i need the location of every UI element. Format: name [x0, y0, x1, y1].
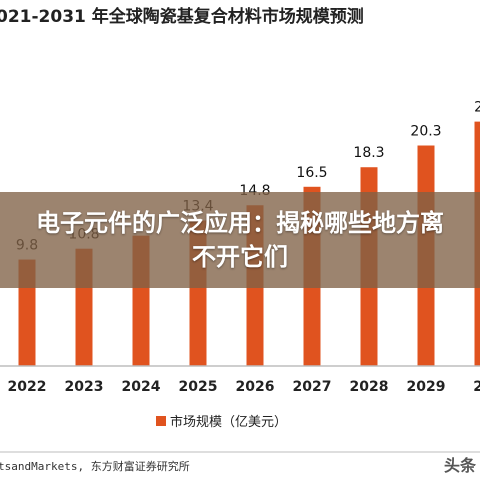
- chart-title: 021-2031 年全球陶瓷基复合材料市场规模预测: [0, 6, 364, 27]
- x-tick-labels: 2022 2023 2024 2025 2026 2027 2028 2029 20: [8, 379, 480, 395]
- x-tick-2027: 2027: [293, 379, 332, 395]
- legend-label: 市场规模（亿美元）: [170, 414, 287, 430]
- x-tick-2024: 2024: [122, 379, 161, 395]
- legend: 市场规模（亿美元）: [156, 414, 287, 430]
- x-tick-2028: 2028: [350, 379, 389, 395]
- watermark-logo: 头条: [443, 456, 476, 475]
- x-tick-2023: 2023: [65, 379, 104, 395]
- x-tick-2029: 2029: [407, 379, 446, 395]
- x-tick-2025: 2025: [179, 379, 218, 395]
- x-tick-20: 20: [473, 379, 480, 395]
- x-tick-2026: 2026: [236, 379, 275, 395]
- legend-swatch: [156, 416, 166, 426]
- headline-text: 电子元件的广泛应用：揭秘哪些地方离不开它们: [36, 209, 444, 271]
- value-label-2028: 18.3: [353, 145, 384, 161]
- x-tick-2022: 2022: [8, 379, 47, 395]
- value-label-2029: 20.3: [410, 124, 441, 140]
- headline-banner: 电子元件的广泛应用：揭秘哪些地方离不开它们: [0, 192, 480, 288]
- source-note: tsandMarkets, 东方财富证券研究所: [0, 459, 190, 473]
- value-label-2027: 16.5: [296, 165, 327, 181]
- value-label-20: 22: [474, 100, 480, 116]
